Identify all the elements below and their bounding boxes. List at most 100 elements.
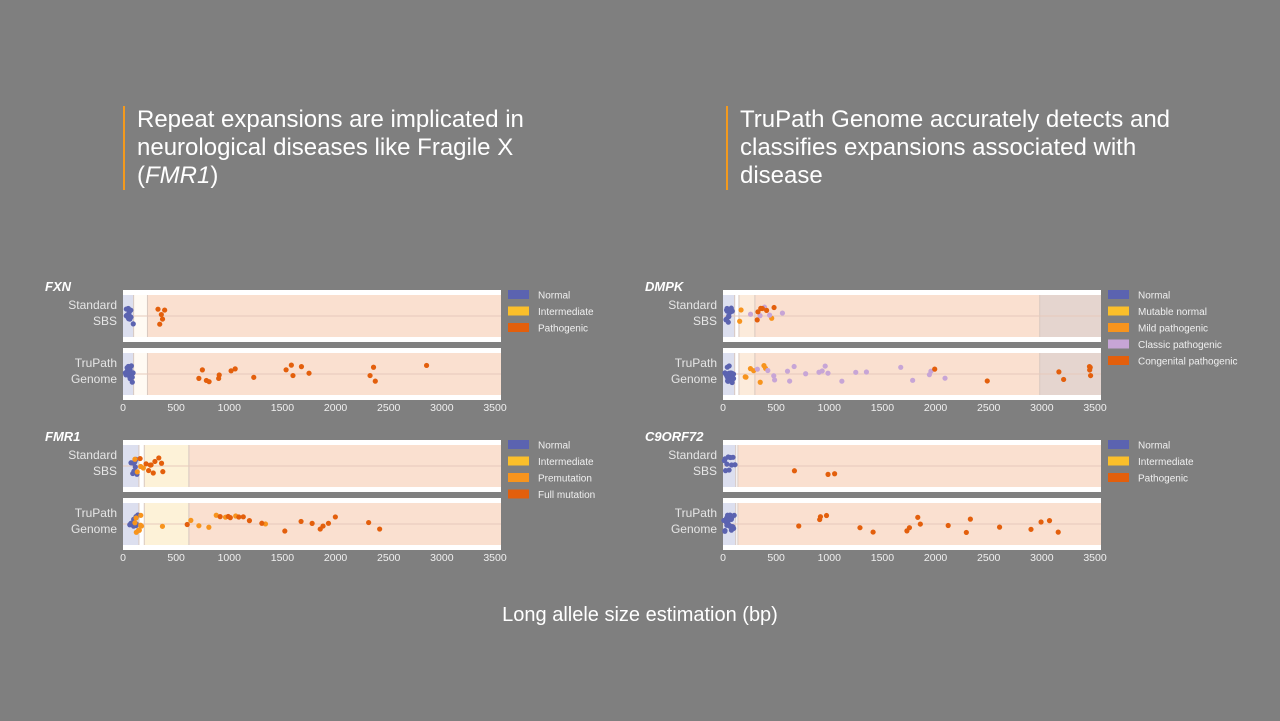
legend-label: Intermediate <box>538 457 594 468</box>
data-point <box>199 367 205 373</box>
headline-right: TruPath Genome accurately detects and cl… <box>726 106 1180 190</box>
data-point <box>731 512 737 518</box>
data-point <box>787 378 793 384</box>
row-label: Genome <box>671 522 717 536</box>
x-axis-label: Long allele size estimation (bp) <box>502 604 778 626</box>
data-point <box>724 512 731 518</box>
series-congenital-pathogenic <box>754 304 777 323</box>
row-trupath-genome <box>122 348 501 400</box>
row-label: Genome <box>71 522 117 536</box>
x-tick-label: 1500 <box>271 402 295 414</box>
data-point <box>915 514 921 520</box>
x-tick-label: 1500 <box>271 552 295 564</box>
data-point <box>839 378 845 384</box>
gene-title: FXN <box>45 279 72 294</box>
x-tick-label: 3500 <box>1083 552 1107 564</box>
legend-swatch <box>1108 290 1129 299</box>
data-point <box>216 372 222 378</box>
legend-swatch <box>1108 456 1129 466</box>
row-label: Standard <box>668 298 717 312</box>
legend-swatch <box>508 290 529 299</box>
data-point <box>130 321 136 327</box>
data-point <box>910 377 916 383</box>
series-normal <box>721 512 737 534</box>
data-point <box>251 374 257 380</box>
data-point <box>423 362 430 369</box>
row-label: SBS <box>93 314 117 328</box>
x-tick-label: 0 <box>120 552 126 564</box>
data-point <box>942 375 948 381</box>
data-point <box>217 514 223 520</box>
data-point <box>737 318 743 324</box>
data-point <box>309 520 315 526</box>
data-point <box>1038 519 1044 525</box>
x-tick-label: 2000 <box>924 552 948 564</box>
data-point <box>932 366 938 372</box>
x-tick-label: 1500 <box>871 402 895 414</box>
legend-label: Pathogenic <box>1138 474 1188 485</box>
data-point <box>791 363 797 370</box>
row-label: SBS <box>693 314 717 328</box>
chart-fxn: FXN Standard SBS TruPath Genome 0 500 1000 1500 2… <box>45 279 594 414</box>
data-point <box>184 521 190 528</box>
row-standard-sbs <box>123 440 501 492</box>
legend-swatch <box>508 306 529 316</box>
row-trupath-genome <box>722 348 1101 400</box>
x-tick-label: 2500 <box>977 402 1001 414</box>
legend-label: Normal <box>538 441 570 452</box>
chart-dmpk: DMPK Standard SBS TruPath Genome 0 500 1000 1500… <box>645 279 1238 414</box>
data-point <box>771 377 778 383</box>
data-point <box>725 319 731 325</box>
data-point <box>160 469 166 475</box>
data-point <box>1055 529 1061 535</box>
data-point <box>148 462 154 468</box>
data-point <box>1087 367 1093 373</box>
data-point <box>236 514 242 520</box>
x-tick-label: 1000 <box>218 552 242 564</box>
gene-title: C9ORF72 <box>645 429 704 444</box>
legend-label: Mutable normal <box>1138 307 1207 318</box>
data-point <box>128 314 134 320</box>
data-point <box>766 312 773 318</box>
series-pathogenic <box>796 512 1061 536</box>
data-point <box>206 379 212 385</box>
data-point <box>138 512 144 518</box>
data-point <box>228 368 234 374</box>
data-point <box>743 374 749 380</box>
data-point <box>765 367 771 374</box>
headline-right-text: TruPath Genome accurately detects and cl… <box>740 106 1171 189</box>
data-point <box>984 378 990 384</box>
row-label: TruPath <box>675 506 717 520</box>
data-point <box>290 372 296 379</box>
data-point <box>730 375 737 382</box>
data-point <box>726 363 732 369</box>
legend-swatch <box>508 440 529 449</box>
data-point <box>832 471 838 477</box>
data-point <box>159 523 166 529</box>
data-point <box>128 307 134 313</box>
data-point <box>779 310 786 316</box>
data-point <box>1028 526 1034 532</box>
x-tick-label: 3500 <box>483 402 507 414</box>
data-point <box>332 514 338 520</box>
data-point <box>822 363 828 369</box>
data-point <box>754 317 760 323</box>
data-point <box>155 306 161 312</box>
row-label: Standard <box>68 448 117 462</box>
data-point <box>823 512 830 519</box>
data-point <box>729 370 735 377</box>
legend-swatch <box>508 456 529 466</box>
data-point <box>372 378 378 384</box>
data-point <box>754 366 760 372</box>
legend-swatch <box>1108 356 1129 365</box>
data-point <box>196 375 202 381</box>
x-tick-label: 2000 <box>924 402 948 414</box>
data-point <box>817 514 824 520</box>
x-tick-label: 1500 <box>871 552 895 564</box>
x-tick-label: 1000 <box>818 552 842 564</box>
data-point <box>156 455 162 461</box>
legend-label: Normal <box>538 291 570 302</box>
data-point <box>146 467 152 474</box>
data-point <box>158 311 164 318</box>
x-tick-label: 1000 <box>218 402 242 414</box>
